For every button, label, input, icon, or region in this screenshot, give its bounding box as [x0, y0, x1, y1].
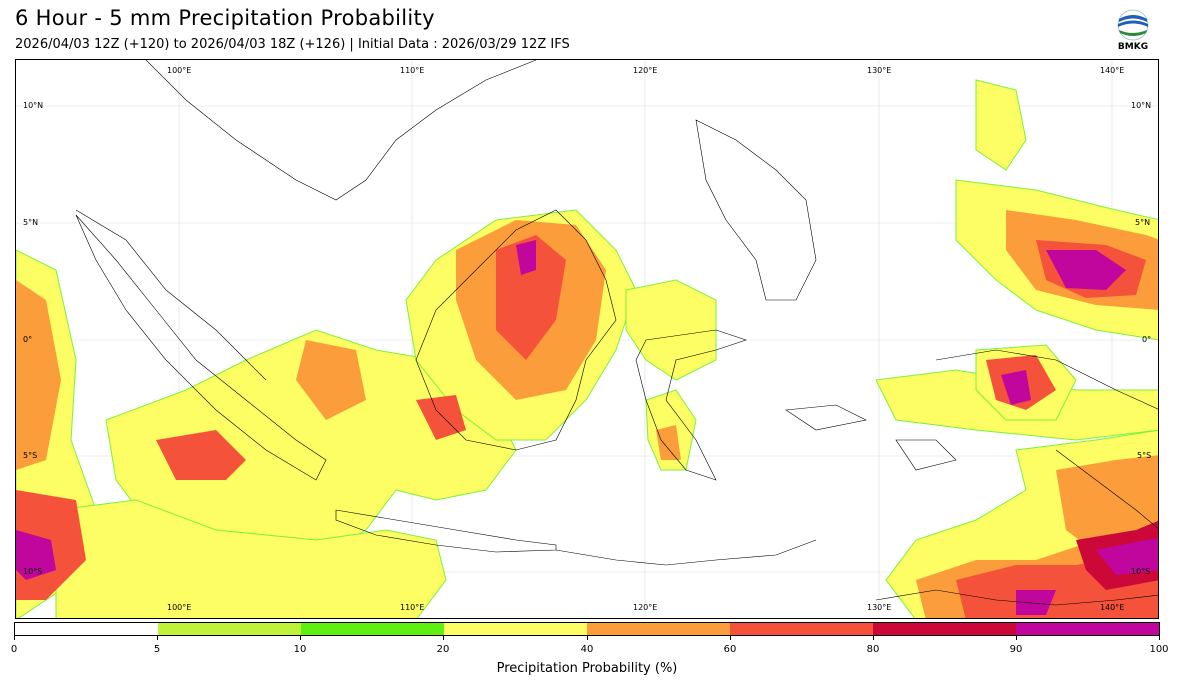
colorbar-tick [443, 636, 444, 640]
map-canvas [16, 60, 1158, 618]
lat-label-right-5n: 5°N [1135, 218, 1151, 227]
bmkg-logo-text: BMKG [1117, 42, 1149, 52]
colorbar-segment-5-10 [158, 623, 301, 635]
colorbar-segment-20-40 [444, 623, 587, 635]
lon-label-bottom-110e: 110°E [400, 603, 425, 612]
coast-sumatra [75, 214, 327, 481]
colorbar-tick-label-90: 90 [1009, 644, 1023, 655]
colorbar-tick-label-40: 40 [580, 644, 594, 655]
coast-borneo [415, 209, 617, 451]
rain-area-java-south [55, 499, 447, 618]
lat-label-right-0: 0° [1142, 335, 1152, 344]
lon-label-bottom-100e: 100°E [167, 603, 192, 612]
lat-label-left-0: 0° [23, 335, 33, 344]
lat-label-right-10s: 10°S [1131, 567, 1151, 576]
colorbar-tick [587, 636, 588, 640]
lon-label-top-140e: 140°E [1100, 66, 1125, 75]
colorbar-tick [300, 636, 301, 640]
coast-indochina [145, 60, 537, 201]
bmkg-logo: BMKG [1114, 9, 1152, 55]
colorbar-segment-60-80 [730, 623, 873, 635]
coast-malay-peninsula [75, 209, 267, 381]
lat-label-left-10s: 10°S [23, 567, 43, 576]
map-subtitle: 2026/04/03 12Z (+120) to 2026/04/03 18Z … [15, 37, 570, 52]
lon-label-bottom-140e: 140°E [1100, 603, 1125, 612]
lat-label-right-5s: 5°S [1137, 451, 1152, 460]
lon-label-top-130e: 130°E [867, 66, 892, 75]
lon-label-top-120e: 120°E [633, 66, 658, 75]
colorbar-tick-label-5: 5 [153, 644, 161, 655]
colorbar-tick [157, 636, 158, 640]
colorbar-tick-label-60: 60 [723, 644, 737, 655]
map-title: 6 Hour - 5 mm Precipitation Probability [15, 6, 435, 30]
lat-label-right-10n: 10°N [1131, 101, 1152, 110]
colorbar-label: Precipitation Probability (%) [496, 661, 678, 676]
coast-philippines [695, 119, 817, 301]
colorbar-tick [730, 636, 731, 640]
colorbar-tick-label-20: 20 [436, 644, 450, 655]
colorbar-tick-label-100: 100 [1149, 644, 1169, 655]
coast-sulawesi [635, 329, 747, 481]
coast-australia [875, 589, 1158, 606]
lon-label-bottom-120e: 120°E [633, 603, 658, 612]
colorbar-tick [1159, 636, 1160, 640]
colorbar-segment-10-20 [301, 623, 444, 635]
colorbar [14, 622, 1160, 636]
colorbar-tick-label-0: 0 [10, 644, 18, 655]
rain-area-sulawesi [625, 279, 717, 381]
lon-label-bottom-130e: 130°E [867, 603, 892, 612]
colorbar-tick-label-80: 80 [866, 644, 880, 655]
colorbar-segment-40-60 [587, 623, 730, 635]
colorbar-tick [1016, 636, 1017, 640]
lat-label-left-5s: 5°S [23, 451, 38, 460]
bmkg-logo-icon [1117, 9, 1149, 41]
coast-papua [935, 349, 1158, 529]
lat-label-left-10n: 10°N [23, 101, 44, 110]
colorbar-segment-0-5 [15, 623, 158, 635]
precipitation-map: 100°E 110°E 120°E 130°E 140°E 100°E 110°… [15, 59, 1159, 619]
colorbar-segment-80-90 [873, 623, 1016, 635]
colorbar-tick [14, 636, 15, 640]
colorbar-tick-label-10: 10 [293, 644, 307, 655]
coast-lesser-sunda [555, 539, 817, 566]
lat-label-left-5n: 5°N [23, 218, 39, 227]
lon-label-top-100e: 100°E [167, 66, 192, 75]
colorbar-tick [873, 636, 874, 640]
lon-label-top-110e: 110°E [400, 66, 425, 75]
colorbar-segment-90-100 [1016, 623, 1159, 635]
